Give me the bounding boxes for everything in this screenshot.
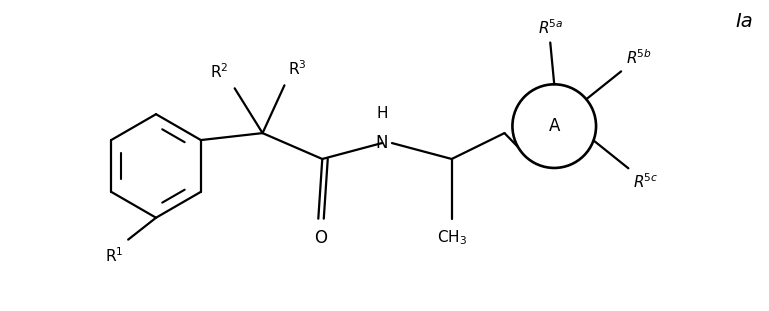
Text: N: N bbox=[376, 134, 388, 152]
Text: H: H bbox=[376, 106, 388, 121]
Text: R$^{5b}$: R$^{5b}$ bbox=[626, 49, 652, 67]
Text: R$^3$: R$^3$ bbox=[288, 60, 307, 78]
Text: R$^{5a}$: R$^{5a}$ bbox=[538, 18, 563, 36]
Text: CH$_3$: CH$_3$ bbox=[437, 229, 467, 247]
Text: R$^{5c}$: R$^{5c}$ bbox=[634, 172, 658, 191]
Text: O: O bbox=[315, 229, 328, 247]
Text: R$^2$: R$^2$ bbox=[210, 63, 228, 81]
Text: A: A bbox=[548, 117, 560, 135]
Text: R$^1$: R$^1$ bbox=[105, 247, 123, 265]
Text: Ia: Ia bbox=[736, 12, 754, 31]
